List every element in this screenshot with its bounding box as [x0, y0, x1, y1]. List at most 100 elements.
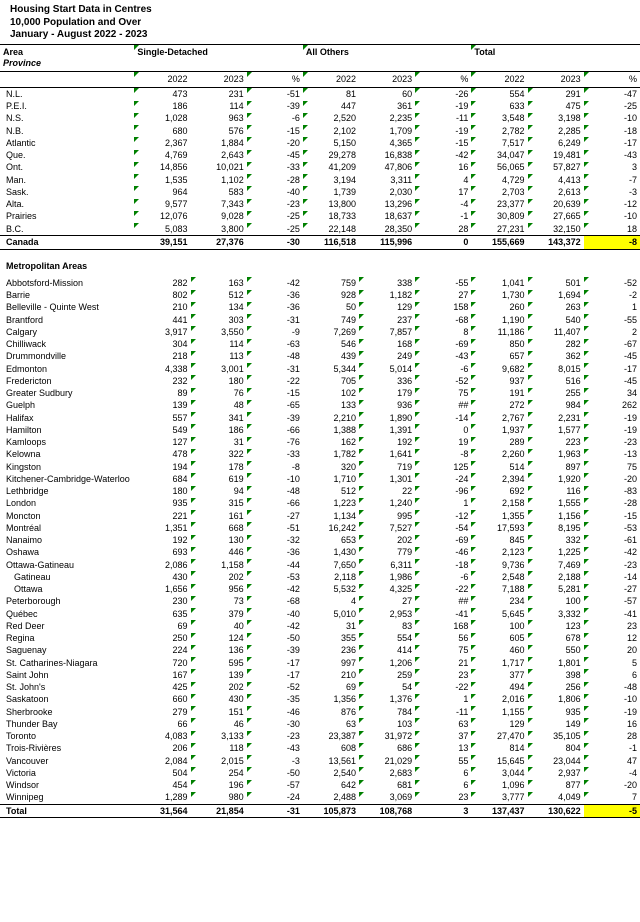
cell: 1,656 — [134, 584, 190, 596]
title-line-1: Housing Start Data in Centres — [10, 4, 640, 17]
table-row: Alta.9,5777,343-2313,80013,296-423,37720… — [0, 199, 640, 211]
cell: 4,338 — [134, 363, 190, 375]
cell: 1,289 — [134, 792, 190, 805]
cell: 322 — [191, 449, 247, 461]
cell: 9,736 — [471, 559, 527, 571]
cell: 504 — [134, 767, 190, 779]
cell: 1,356 — [303, 694, 359, 706]
table-row: Guelph13948-65133936##272984262 — [0, 400, 640, 412]
cell: 12 — [584, 633, 640, 645]
cell: 47 — [584, 755, 640, 767]
cell: 512 — [303, 486, 359, 498]
cell: 260 — [471, 302, 527, 314]
cell: -40 — [247, 186, 303, 198]
table-row: Man.1,5351,102-283,1943,31144,7294,413-7 — [0, 174, 640, 186]
cell: 2,643 — [191, 150, 247, 162]
table-row: B.C.5,0833,800-2522,14828,3502827,23132,… — [0, 223, 640, 236]
cell: 69 — [134, 620, 190, 632]
cell: 4,083 — [134, 731, 190, 743]
cell: -17 — [584, 363, 640, 375]
cell: 1,376 — [359, 694, 415, 706]
cell: -15 — [247, 125, 303, 137]
cell: 935 — [134, 498, 190, 510]
cell: 557 — [134, 412, 190, 424]
table-row: Ottawa-Gatineau2,0861,158-447,6506,311-1… — [0, 559, 640, 571]
table-row: St. John's425202-526954-22494256-48 — [0, 682, 640, 694]
cell: -76 — [247, 437, 303, 449]
cell: 678 — [528, 633, 584, 645]
cell: 2,118 — [303, 571, 359, 583]
row-name: Edmonton — [0, 363, 134, 375]
cell: 5 — [584, 657, 640, 669]
cell: 31 — [303, 620, 359, 632]
row-name: Nanaimo — [0, 535, 134, 547]
cell: 282 — [528, 339, 584, 351]
cell: 3,194 — [303, 174, 359, 186]
cell: -67 — [584, 339, 640, 351]
cell: 114 — [191, 101, 247, 113]
cell: 4 — [303, 596, 359, 608]
cell: 76 — [191, 388, 247, 400]
cell: 540 — [528, 314, 584, 326]
cell: -22 — [415, 584, 471, 596]
cell: 804 — [528, 743, 584, 755]
cell: 282 — [134, 277, 190, 289]
cell: 41,209 — [303, 162, 359, 174]
cell: 937 — [471, 375, 527, 387]
cell: 5,344 — [303, 363, 359, 375]
cell: 28,350 — [359, 223, 415, 236]
housing-starts-table: Area Province Single-Detached All Others… — [0, 44, 640, 819]
cell: 964 — [134, 186, 190, 198]
cell: -1 — [415, 211, 471, 223]
cell: -42 — [415, 150, 471, 162]
cell: -65 — [247, 400, 303, 412]
cell: -48 — [247, 486, 303, 498]
row-name: Victoria — [0, 767, 134, 779]
cell: -57 — [247, 780, 303, 792]
cell: 136 — [191, 645, 247, 657]
cell: 27 — [359, 596, 415, 608]
cell: 6 — [415, 767, 471, 779]
cell: -28 — [584, 498, 640, 510]
cell: 23,044 — [528, 755, 584, 767]
row-name: Regina — [0, 633, 134, 645]
cell: 289 — [471, 437, 527, 449]
row-name: St. John's — [0, 682, 134, 694]
cell: 414 — [359, 645, 415, 657]
cell: 100 — [471, 620, 527, 632]
cell: 167 — [134, 669, 190, 681]
row-name: Moncton — [0, 510, 134, 522]
cell: -96 — [415, 486, 471, 498]
row-name: Fredericton — [0, 375, 134, 387]
table-row: Regina250124-503555545660567812 — [0, 633, 640, 645]
col-ao-2023: 2023 — [359, 72, 415, 88]
cell: 35,105 — [528, 731, 584, 743]
cell: 1,182 — [359, 290, 415, 302]
cell: 1,156 — [528, 510, 584, 522]
cell: 180 — [191, 375, 247, 387]
table-row: Belleville - Quinte West210134-365012915… — [0, 302, 640, 314]
cell: 759 — [303, 277, 359, 289]
cell: 1,134 — [303, 510, 359, 522]
cell: 336 — [359, 375, 415, 387]
cell: -68 — [415, 314, 471, 326]
cell: 162 — [303, 437, 359, 449]
table-row: Brantford441303-31749237-681,190540-55 — [0, 314, 640, 326]
cell: 15,645 — [471, 755, 527, 767]
row-name: Kingston — [0, 461, 134, 473]
cell: 460 — [471, 645, 527, 657]
table-row: Victoria504254-502,5402,68363,0442,937-4 — [0, 767, 640, 779]
cell: 60 — [359, 88, 415, 101]
cell: 1,920 — [528, 473, 584, 485]
cell: 2,540 — [303, 767, 359, 779]
cell: 168 — [415, 620, 471, 632]
cell: -50 — [247, 633, 303, 645]
cell: 151 — [191, 706, 247, 718]
cell: 3,917 — [134, 326, 190, 338]
cell: -30 — [247, 718, 303, 730]
cell: 2,367 — [134, 137, 190, 149]
cell: 1,301 — [359, 473, 415, 485]
col-t-pct: % — [584, 72, 640, 88]
cell: 2,015 — [191, 755, 247, 767]
table-row: Atlantic2,3671,884-205,1504,365-157,5176… — [0, 137, 640, 149]
